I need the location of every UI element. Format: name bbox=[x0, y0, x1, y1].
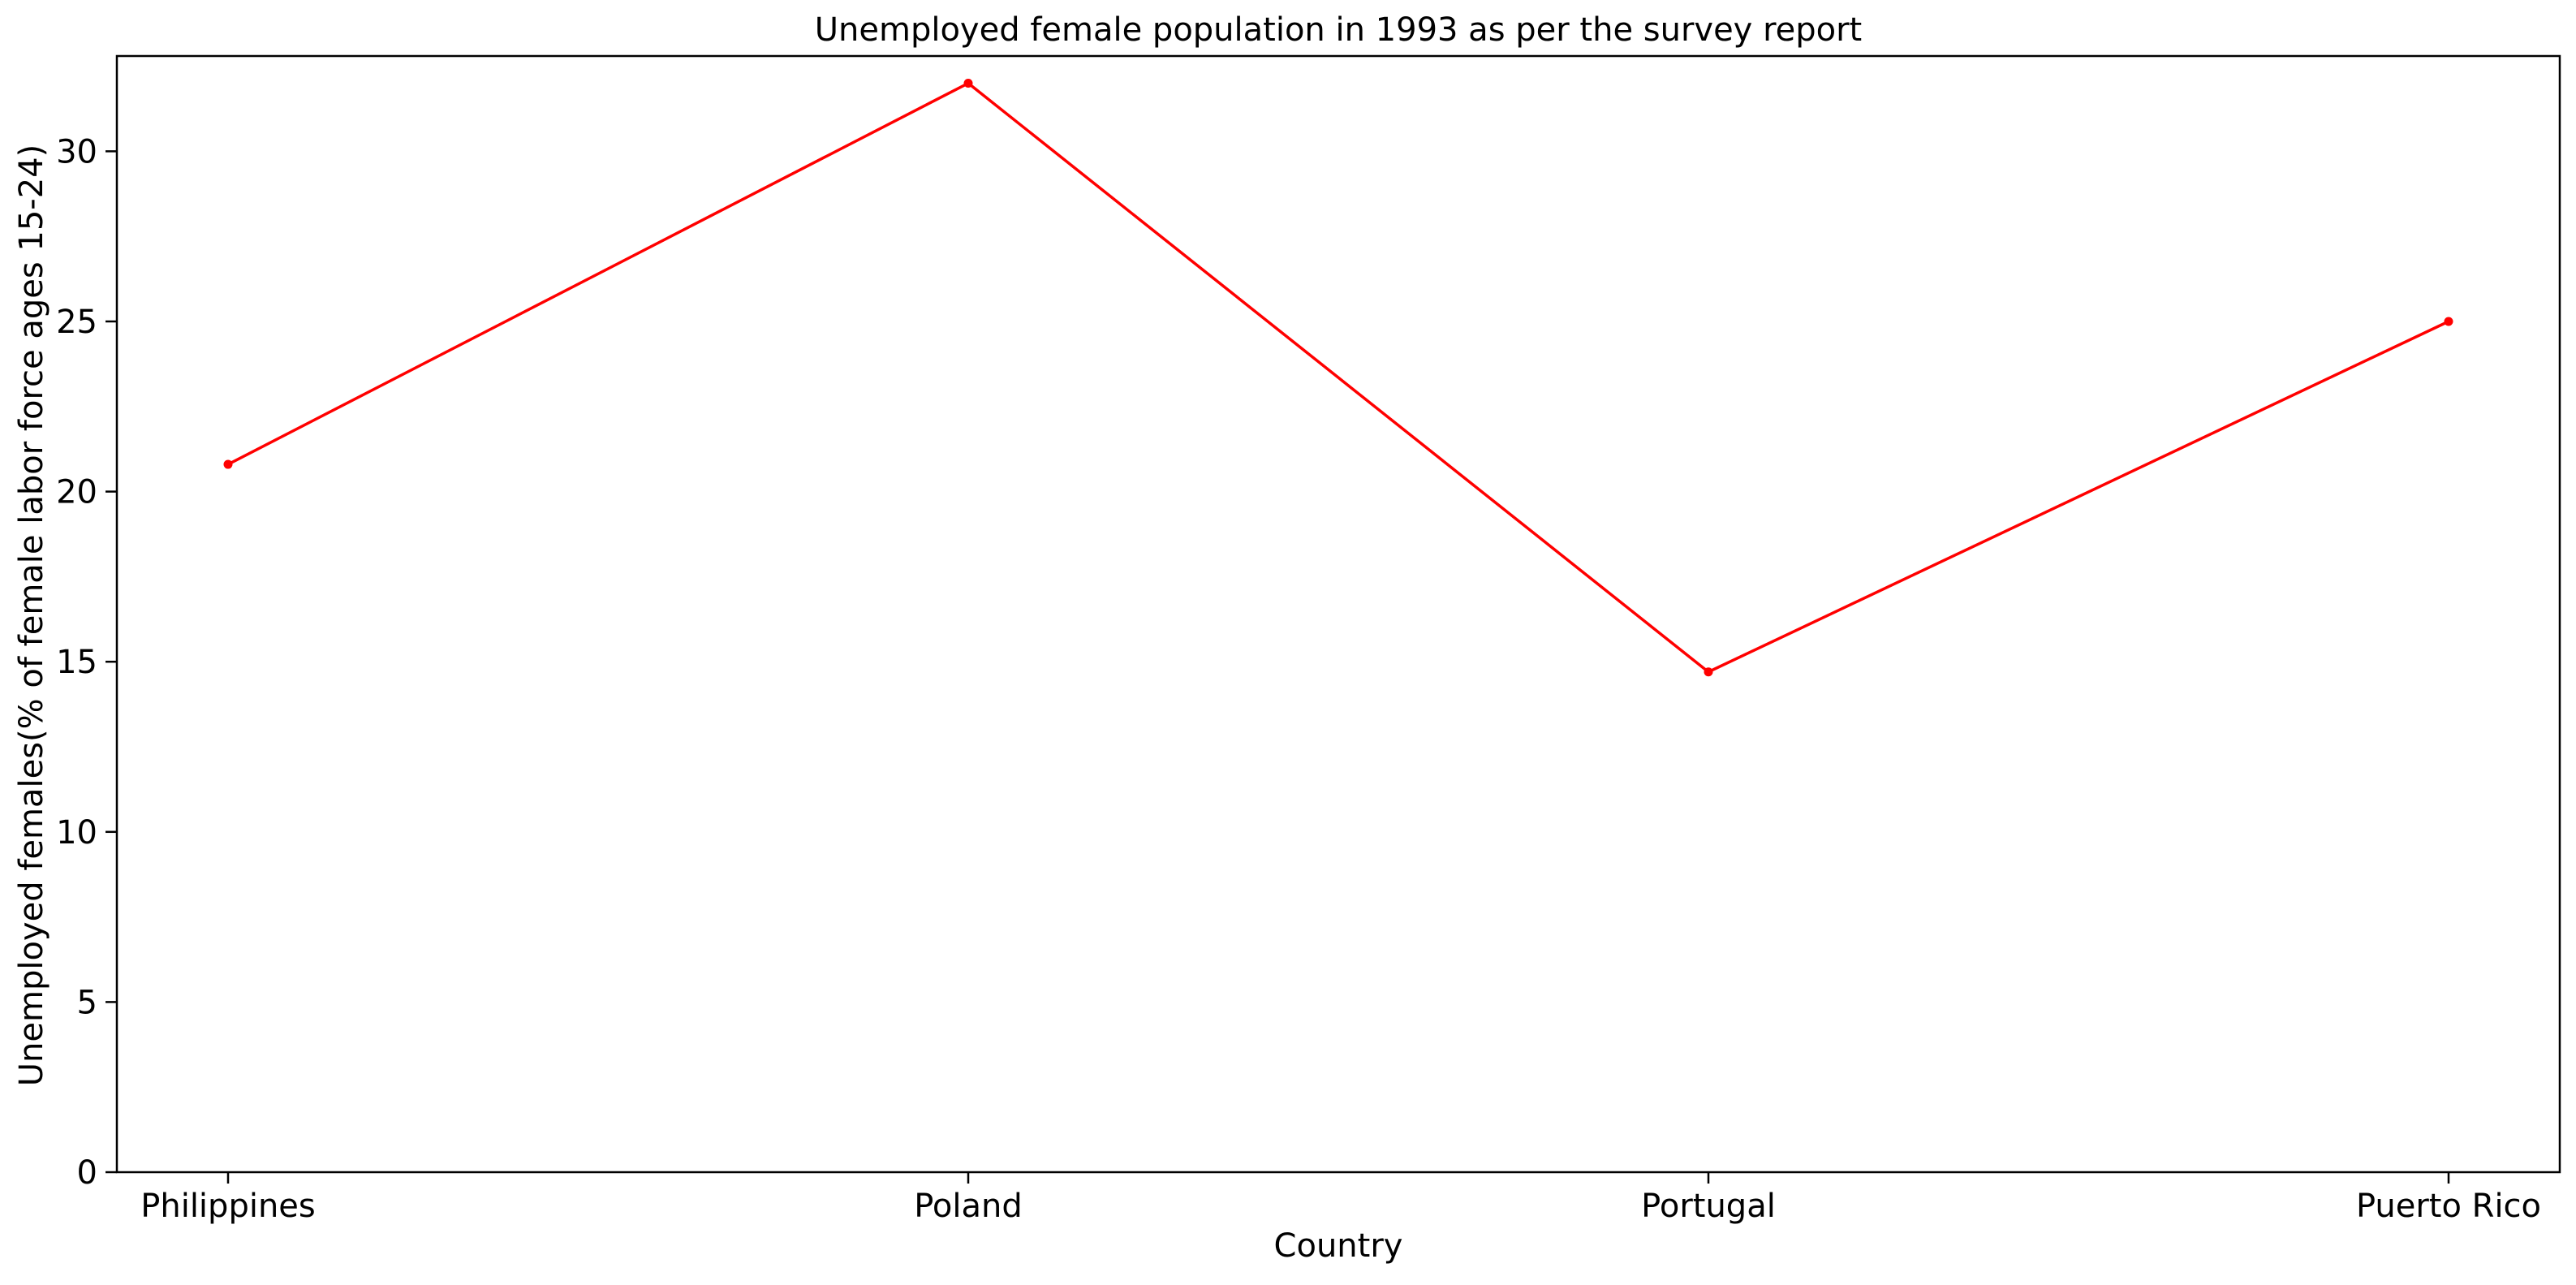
x-tick-label: Portugal bbox=[1641, 1188, 1776, 1225]
y-tick-label: 5 bbox=[77, 984, 97, 1021]
y-axis-label: Unemployed females(% of female labor for… bbox=[13, 144, 50, 1087]
y-tick-label: 25 bbox=[56, 304, 97, 341]
y-tick-label: 20 bbox=[56, 474, 97, 511]
data-point bbox=[1704, 667, 1713, 677]
data-point bbox=[963, 79, 973, 88]
chart-title: Unemployed female population in 1993 as … bbox=[815, 11, 1863, 49]
data-point bbox=[223, 459, 233, 469]
y-tick-label: 15 bbox=[56, 644, 97, 681]
data-point bbox=[2444, 317, 2453, 326]
x-tick-label: Puerto Rico bbox=[2356, 1188, 2541, 1225]
y-tick-label: 30 bbox=[56, 133, 97, 170]
y-axis: 0 5 10 15 20 25 30 bbox=[56, 133, 117, 1192]
y-tick-label: 0 bbox=[77, 1154, 97, 1192]
x-axis: Philippines Poland Portugal Puerto Rico bbox=[140, 1172, 2541, 1225]
x-tick-label: Philippines bbox=[140, 1188, 316, 1225]
series-group bbox=[223, 79, 2453, 677]
x-tick-label: Poland bbox=[914, 1188, 1023, 1225]
x-axis-label: Country bbox=[1274, 1227, 1403, 1265]
y-tick-label: 10 bbox=[56, 814, 97, 852]
series-line bbox=[227, 81, 2449, 674]
plot-frame bbox=[115, 54, 2561, 1174]
